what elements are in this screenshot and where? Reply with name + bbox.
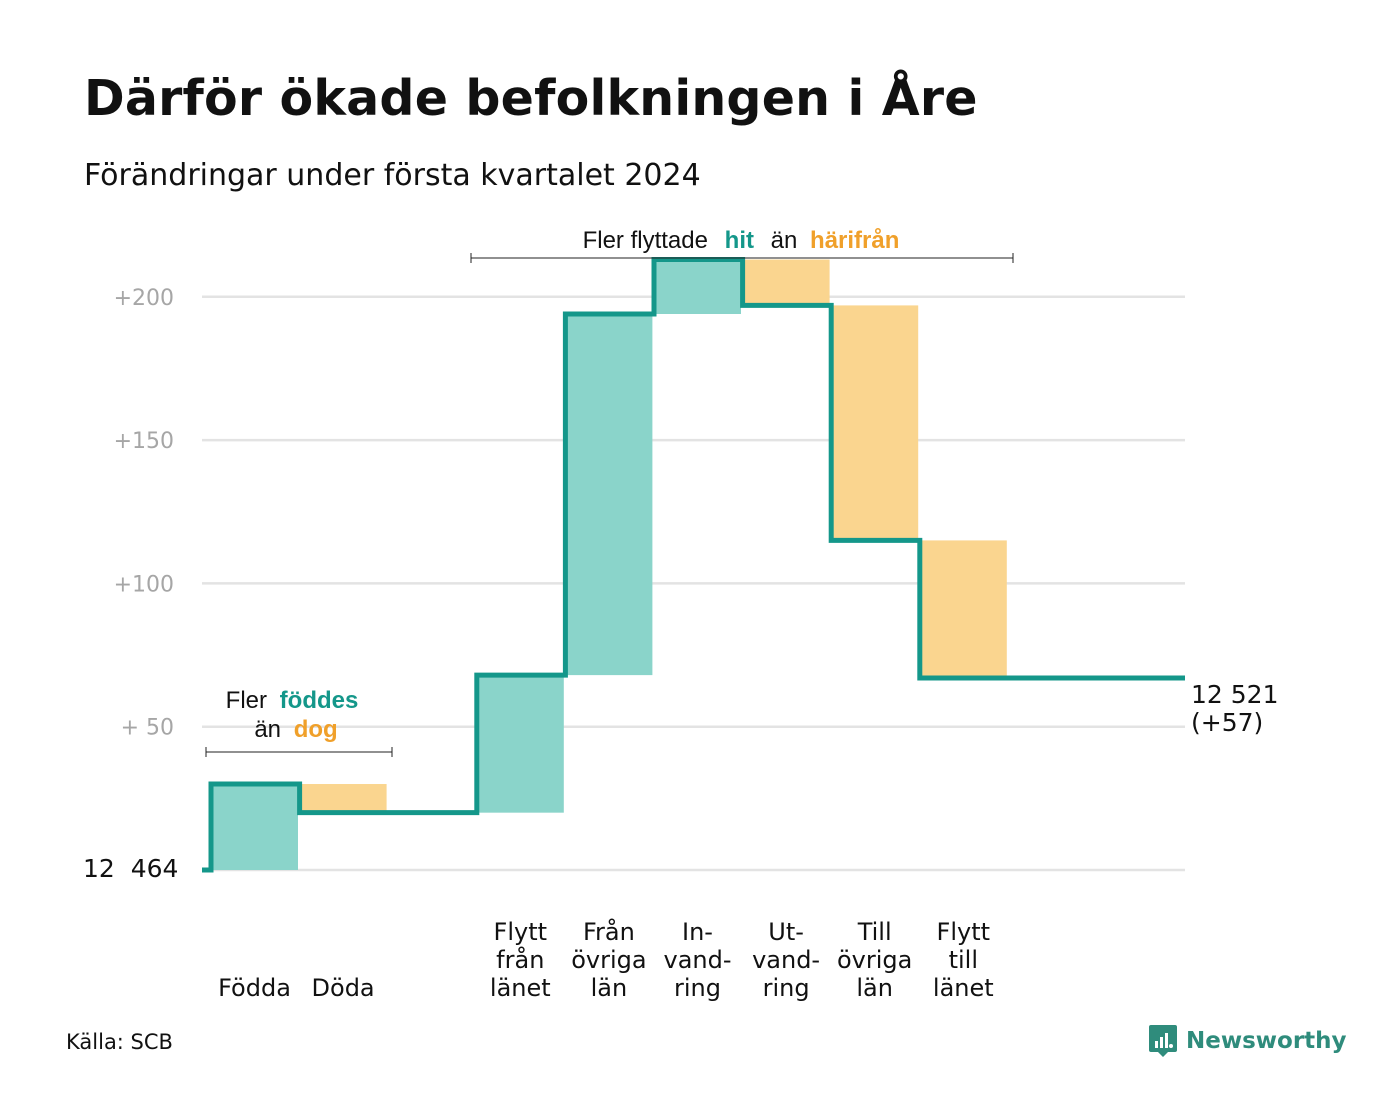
x-category-label: vand-	[752, 946, 820, 974]
migration-annotation-hit: hit	[725, 227, 754, 254]
bar-decrease	[831, 305, 919, 541]
y-axis-ticks: + 50 +100 +150 +200	[114, 286, 174, 741]
natural-annotation-prefix: Fler	[226, 687, 267, 714]
end-change-label: (+57)	[1191, 708, 1263, 737]
gridlines	[202, 295, 1185, 872]
step-line	[202, 257, 1185, 873]
step-line-group	[202, 257, 1185, 873]
bar-increase	[654, 259, 741, 314]
bar-decrease	[299, 784, 387, 813]
svg-text:än dog: än dog	[254, 716, 337, 743]
y-tick-label: +150	[114, 429, 174, 454]
x-axis-labels: Födda DödaFlyttfrånlänetFrånövrigalänIn-v…	[218, 917, 994, 1002]
x-category-label: Flytt	[494, 918, 548, 946]
x-category-label: In-	[682, 918, 713, 946]
natural-annotation-foddes: föddes	[280, 687, 359, 714]
y-tick-label: + 50	[121, 716, 174, 741]
natural-annotation: Fler föddes än dog	[205, 687, 393, 757]
brand-name: Newsworthy	[1186, 1028, 1347, 1054]
chart-title: Därför ökade befolkningen i Åre	[84, 70, 978, 127]
x-category-label: ring	[674, 974, 721, 1002]
natural-annotation-middle: än	[254, 716, 281, 743]
x-category-label: övriga	[571, 946, 646, 974]
y-tick-label: +100	[114, 572, 174, 597]
migration-annotation: Fler flyttade hit än härifrån	[470, 227, 1014, 263]
x-category-label: Från	[583, 917, 635, 946]
bars	[211, 259, 1007, 870]
chart-subtitle: Förändringar under första kvartalet 2024	[84, 158, 701, 193]
x-category-label: Döda	[312, 974, 375, 1002]
migration-annotation-harifran: härifrån	[810, 227, 899, 254]
x-category-label: länet	[933, 974, 994, 1002]
x-category-label: Flytt	[937, 918, 991, 946]
x-category-label: län	[591, 974, 628, 1002]
newsworthy-logo-icon	[1149, 1025, 1177, 1057]
x-category-label: län	[856, 974, 893, 1002]
natural-annotation-dog: dog	[294, 716, 338, 743]
source-note: Källa: SCB	[66, 1030, 173, 1054]
x-category-label: Ut-	[768, 918, 804, 946]
brand-logo: Newsworthy	[1148, 1024, 1347, 1058]
bar-decrease	[919, 540, 1007, 678]
x-category-label: från	[496, 945, 544, 974]
migration-annotation-prefix: Fler flyttade	[583, 227, 708, 254]
end-value-label: 12 521	[1191, 680, 1278, 709]
x-category-label: ring	[763, 974, 810, 1002]
x-category-label: till	[949, 946, 978, 974]
x-category-label: Till	[857, 918, 892, 946]
x-category-label: vand-	[663, 946, 731, 974]
y-tick-label: +200	[114, 286, 174, 311]
x-category-label: Födda	[218, 974, 291, 1002]
migration-annotation-middle: än	[771, 227, 798, 254]
x-category-label: länet	[490, 974, 551, 1002]
svg-text:Fler flyttade hit: Fler flyttade hit än härifrån	[583, 227, 900, 254]
start-value-label: 12 464	[83, 854, 178, 883]
bar-decrease	[742, 259, 830, 306]
x-category-label: övriga	[837, 946, 912, 974]
bar-increase	[211, 784, 298, 870]
bar-increase	[565, 313, 653, 676]
bar-increase	[476, 675, 564, 813]
svg-text:Fler föddes: Fler föddes	[226, 687, 359, 714]
